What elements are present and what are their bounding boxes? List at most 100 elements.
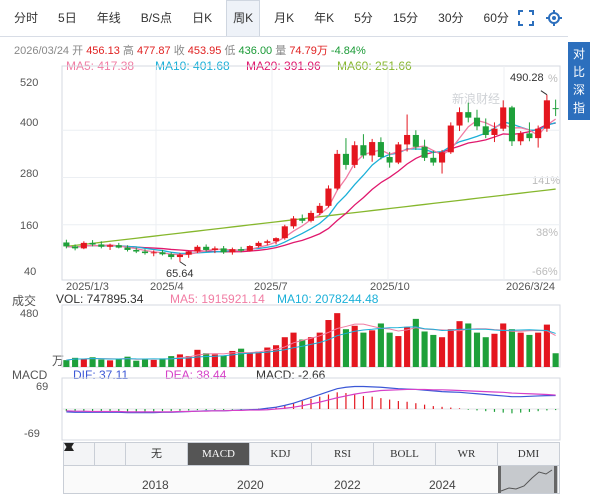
indicator-tab-0[interactable]: 无 (125, 443, 187, 465)
macd-axis-label: 69 (36, 381, 49, 393)
min-price-marker (179, 261, 187, 267)
tab-period-4[interactable]: 日K (192, 11, 213, 25)
quote-date: 2026/03/24 (14, 45, 70, 57)
volume-bar (159, 358, 166, 367)
candle-body (535, 128, 542, 139)
timeline-overview (498, 466, 558, 493)
quote-info-bar: 2026/03/24 开 456.13 高 477.87 收 453.95 低 … (14, 45, 366, 57)
volume-bar (316, 332, 323, 367)
volume-unit-label: 万 (52, 354, 65, 368)
candle-body (334, 153, 341, 189)
volume-bar (211, 354, 218, 367)
pct-axis-label: 38% (536, 227, 559, 239)
volume-bar (150, 359, 157, 367)
dif-line (66, 385, 556, 414)
candle-body (456, 112, 463, 126)
candle-body (473, 117, 481, 127)
tab-period-3[interactable]: B/S点 (140, 11, 173, 25)
indicator-tab-1[interactable]: MACD (187, 443, 249, 465)
tab-period-11[interactable]: 60分 (483, 11, 509, 25)
volume-bar (264, 347, 271, 367)
volume-bar (395, 336, 402, 367)
tab-period-6[interactable]: 月K (274, 11, 295, 25)
candle-body (552, 108, 559, 110)
tab-period-8[interactable]: 5分 (354, 11, 373, 25)
tab-period-0[interactable]: 分时 (14, 11, 39, 25)
candle-body (229, 249, 236, 253)
settings-icon[interactable] (546, 10, 562, 26)
volume-bar (203, 353, 210, 367)
volume-bar (246, 353, 253, 367)
indicator-tab-4[interactable]: BOLL (373, 443, 435, 465)
candle-body (255, 242, 262, 247)
volume-bar (473, 332, 481, 367)
volume-bar (404, 326, 411, 367)
candle-body (124, 247, 131, 250)
volume-bar (535, 332, 542, 367)
compare-index-button[interactable]: 对比深指 (568, 42, 590, 120)
volume-bar (465, 323, 472, 367)
tab-period-1[interactable]: 5日 (58, 11, 77, 25)
high-value: 477.87 (136, 45, 171, 57)
compare-button-char: 深 (572, 83, 585, 97)
ma20-line (66, 122, 556, 253)
indicator-tab-5[interactable]: WR (435, 443, 497, 465)
open-value: 456.13 (86, 45, 120, 57)
price-axis-label: 40 (24, 266, 37, 278)
candle-body (438, 152, 446, 163)
candle-body (395, 144, 402, 163)
price-panel-frame (61, 65, 561, 281)
indicator-tab-6[interactable]: DMI (497, 443, 559, 465)
volume-axis-label: 480 (20, 308, 39, 320)
volume-bar (526, 334, 533, 367)
price-axis-label: 520 (20, 77, 39, 89)
pct-axis-label: % (548, 73, 558, 85)
tab-period-7[interactable]: 年K (314, 11, 335, 25)
candle-body (482, 126, 489, 135)
volume-bar (377, 323, 384, 367)
tab-period-2[interactable]: 年线 (96, 11, 121, 25)
candle-body (430, 157, 437, 163)
candle-body (526, 133, 533, 139)
period-tab-bar: 分时 5日 年线 B/S点 日K 周K 月K 年K 5分 15分 30分 60分 (0, 0, 568, 37)
scroll-down-button[interactable] (64, 443, 125, 465)
fullscreen-icon[interactable] (518, 10, 534, 26)
indicator-tab-2[interactable]: KDJ (249, 443, 311, 465)
candle-body (106, 245, 114, 247)
candle-body (168, 254, 175, 258)
timeline-navigator[interactable]: 2018 2020 2022 2024 (63, 465, 560, 494)
arrow-down-icon (64, 443, 74, 451)
volume-bar (386, 332, 393, 367)
candle-body (238, 249, 245, 251)
candle-body (115, 245, 122, 248)
candle-body (176, 254, 184, 258)
volume-bar (63, 360, 70, 367)
volume-bar (89, 357, 96, 367)
tab-period-5[interactable]: 周K (226, 0, 261, 36)
volume-bar (272, 345, 280, 367)
volume-bar (334, 313, 341, 367)
year-label: 2018 (142, 478, 169, 492)
compare-button-char: 指 (572, 101, 585, 115)
volume-bar (194, 349, 201, 367)
volume-bar (133, 360, 140, 367)
candle-body (386, 157, 393, 163)
candle-body (281, 226, 288, 239)
vol-ma5-legend: MA5: 1915921.14 (170, 292, 265, 306)
volume-bar (543, 324, 550, 367)
candle-body (185, 251, 192, 255)
max-price-label: 490.28 (510, 72, 544, 84)
candle-body (98, 244, 105, 247)
ma5-line (66, 118, 557, 256)
tab-period-10[interactable]: 30分 (438, 11, 464, 25)
year-label: 2020 (237, 478, 264, 492)
indicator-tab-3[interactable]: RSI (311, 443, 373, 465)
candle-body (80, 242, 87, 249)
candle-body (342, 153, 350, 165)
tab-period-9[interactable]: 15分 (392, 11, 419, 25)
candle-body (272, 238, 280, 242)
volume-bar (185, 356, 192, 367)
candle-body (89, 242, 96, 245)
volume-bar (80, 358, 87, 367)
